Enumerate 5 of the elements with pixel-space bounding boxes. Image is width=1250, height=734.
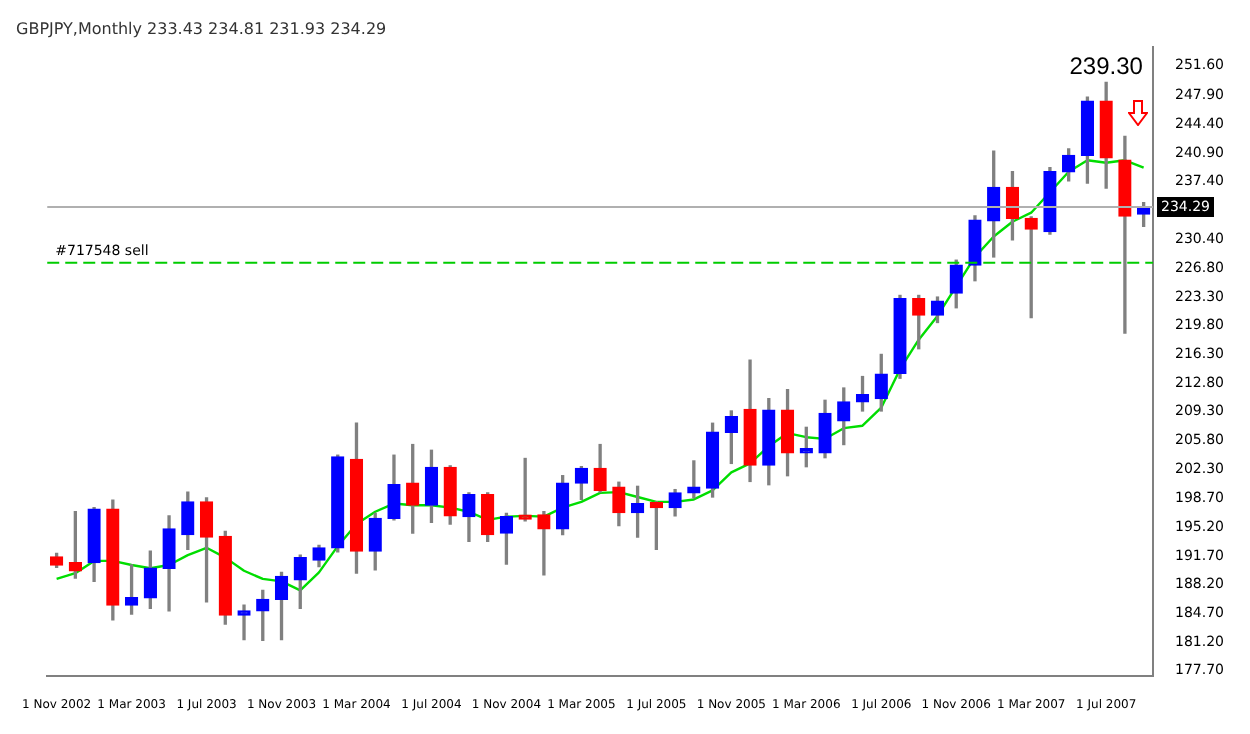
candlestick <box>537 511 551 576</box>
chart-title: GBPJPY,Monthly 233.43 234.81 231.93 234.29 <box>16 19 387 38</box>
candlestick <box>518 457 532 522</box>
candlestick <box>237 604 251 641</box>
annotation: 239.30 <box>1069 51 1144 80</box>
